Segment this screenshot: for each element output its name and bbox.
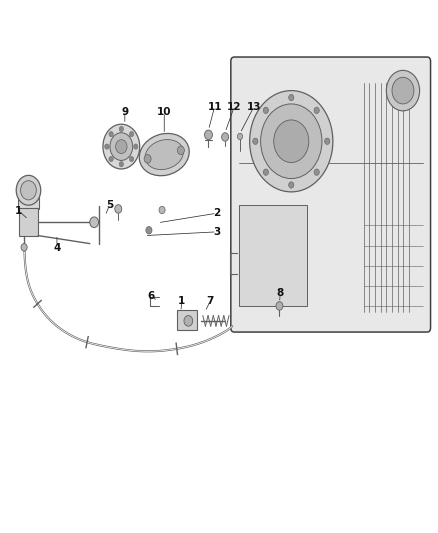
Circle shape <box>103 124 140 169</box>
Circle shape <box>314 169 319 175</box>
Circle shape <box>159 206 165 214</box>
Text: 7: 7 <box>207 296 214 306</box>
Circle shape <box>146 227 152 234</box>
Circle shape <box>274 120 309 163</box>
Bar <box>177 310 197 330</box>
Circle shape <box>119 126 124 132</box>
Text: 6: 6 <box>148 291 155 301</box>
Circle shape <box>90 217 99 228</box>
Text: 2: 2 <box>213 208 220 218</box>
Circle shape <box>263 169 268 175</box>
Text: 4: 4 <box>53 243 60 253</box>
Circle shape <box>16 175 41 205</box>
Circle shape <box>253 138 258 144</box>
Text: 3: 3 <box>213 227 220 237</box>
Circle shape <box>144 155 151 163</box>
Circle shape <box>289 94 294 101</box>
Circle shape <box>261 104 322 179</box>
Circle shape <box>105 144 109 149</box>
Circle shape <box>129 132 134 137</box>
Circle shape <box>110 133 133 160</box>
Text: 1: 1 <box>178 296 185 306</box>
Circle shape <box>116 140 127 154</box>
Text: 1: 1 <box>15 206 22 215</box>
Circle shape <box>289 182 294 188</box>
Bar <box>239 205 307 306</box>
Circle shape <box>177 146 184 155</box>
Circle shape <box>184 316 193 326</box>
Circle shape <box>325 138 330 144</box>
Circle shape <box>21 244 27 251</box>
Ellipse shape <box>145 140 184 169</box>
Circle shape <box>263 107 268 114</box>
Circle shape <box>109 132 113 137</box>
Circle shape <box>119 161 124 167</box>
Ellipse shape <box>139 133 189 176</box>
Circle shape <box>314 107 319 114</box>
Text: 12: 12 <box>227 102 242 111</box>
Circle shape <box>21 181 36 200</box>
Circle shape <box>109 156 113 161</box>
Circle shape <box>276 302 283 310</box>
Circle shape <box>205 130 212 140</box>
Text: 13: 13 <box>247 102 261 111</box>
Text: 9: 9 <box>121 107 128 117</box>
Text: 11: 11 <box>207 102 222 111</box>
Text: 10: 10 <box>157 107 172 117</box>
Circle shape <box>129 156 134 161</box>
Circle shape <box>250 91 333 192</box>
Circle shape <box>386 70 420 111</box>
Bar <box>19 208 38 236</box>
Circle shape <box>237 133 243 140</box>
Bar <box>18 189 39 209</box>
Text: 5: 5 <box>106 200 113 210</box>
Circle shape <box>222 133 229 141</box>
FancyBboxPatch shape <box>231 57 431 332</box>
Circle shape <box>134 144 138 149</box>
Circle shape <box>392 77 414 104</box>
Circle shape <box>115 205 122 213</box>
Text: 8: 8 <box>277 288 284 298</box>
